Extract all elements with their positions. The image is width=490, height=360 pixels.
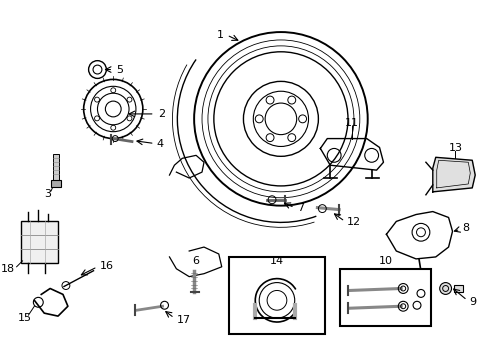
Bar: [53, 154, 59, 180]
Bar: [21, 221, 58, 263]
Polygon shape: [433, 157, 475, 192]
Bar: [340, 269, 431, 326]
Text: 2: 2: [158, 109, 165, 119]
Text: 10: 10: [378, 256, 392, 266]
Text: 15: 15: [18, 313, 31, 323]
Text: 12: 12: [347, 217, 361, 228]
Text: 13: 13: [448, 143, 463, 153]
Text: 7: 7: [297, 203, 304, 213]
Text: 11: 11: [345, 118, 359, 128]
Text: 16: 16: [99, 261, 114, 271]
Bar: [51, 180, 61, 187]
Text: 3: 3: [45, 189, 51, 199]
Bar: [454, 284, 464, 292]
Circle shape: [440, 283, 452, 294]
Text: 1: 1: [217, 30, 224, 40]
Text: 9: 9: [469, 297, 476, 307]
Text: 8: 8: [463, 223, 469, 233]
Text: 14: 14: [270, 256, 284, 266]
Text: 6: 6: [193, 256, 199, 266]
Text: 18: 18: [0, 264, 15, 274]
Text: 4: 4: [157, 139, 164, 149]
Text: 5: 5: [116, 64, 123, 75]
Bar: [229, 257, 325, 334]
Text: 17: 17: [176, 315, 191, 325]
